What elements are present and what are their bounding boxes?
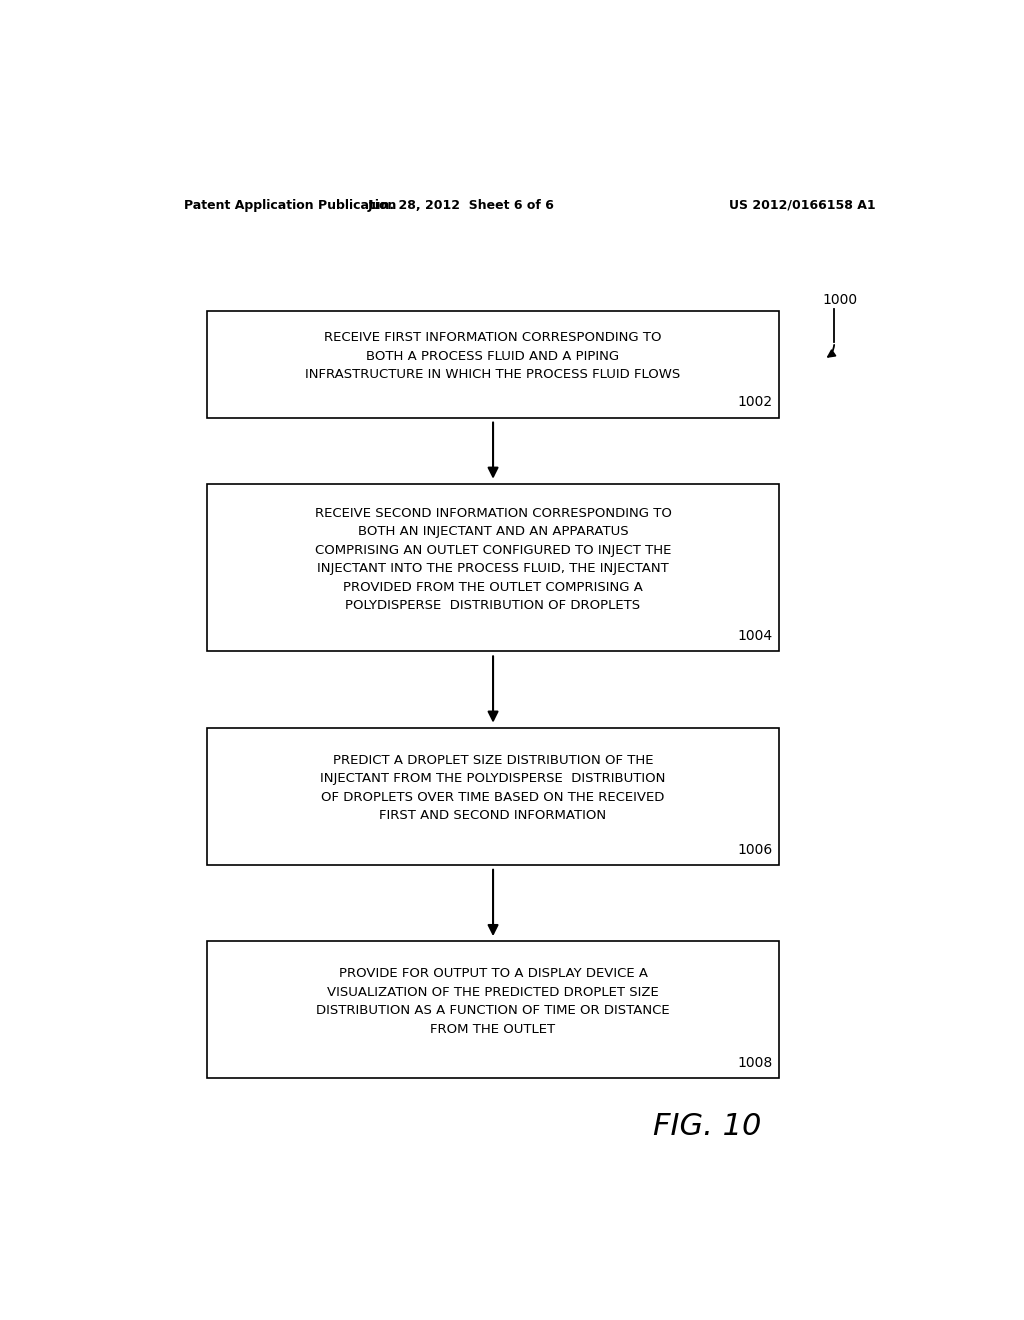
Text: PROVIDE FOR OUTPUT TO A DISPLAY DEVICE A
VISUALIZATION OF THE PREDICTED DROPLET : PROVIDE FOR OUTPUT TO A DISPLAY DEVICE A… [316, 968, 670, 1036]
Text: Patent Application Publication: Patent Application Publication [183, 198, 396, 211]
Text: FIG. 10: FIG. 10 [653, 1111, 762, 1140]
Text: 1000: 1000 [822, 293, 857, 306]
Text: PREDICT A DROPLET SIZE DISTRIBUTION OF THE
INJECTANT FROM THE POLYDISPERSE  DIST: PREDICT A DROPLET SIZE DISTRIBUTION OF T… [321, 754, 666, 822]
Text: Jun. 28, 2012  Sheet 6 of 6: Jun. 28, 2012 Sheet 6 of 6 [368, 198, 555, 211]
Text: RECEIVE SECOND INFORMATION CORRESPONDING TO
BOTH AN INJECTANT AND AN APPARATUS
C: RECEIVE SECOND INFORMATION CORRESPONDING… [314, 507, 672, 612]
Text: US 2012/0166158 A1: US 2012/0166158 A1 [729, 198, 876, 211]
Text: 1008: 1008 [737, 1056, 772, 1071]
Bar [207, 941, 778, 1078]
Text: RECEIVE FIRST INFORMATION CORRESPONDING TO
BOTH A PROCESS FLUID AND A PIPING
INF: RECEIVE FIRST INFORMATION CORRESPONDING … [305, 331, 681, 381]
Bar [207, 312, 778, 417]
Bar [207, 483, 778, 651]
Text: 1006: 1006 [737, 842, 772, 857]
Text: 1004: 1004 [737, 630, 772, 643]
Bar [207, 727, 778, 865]
Text: 1002: 1002 [737, 396, 772, 409]
